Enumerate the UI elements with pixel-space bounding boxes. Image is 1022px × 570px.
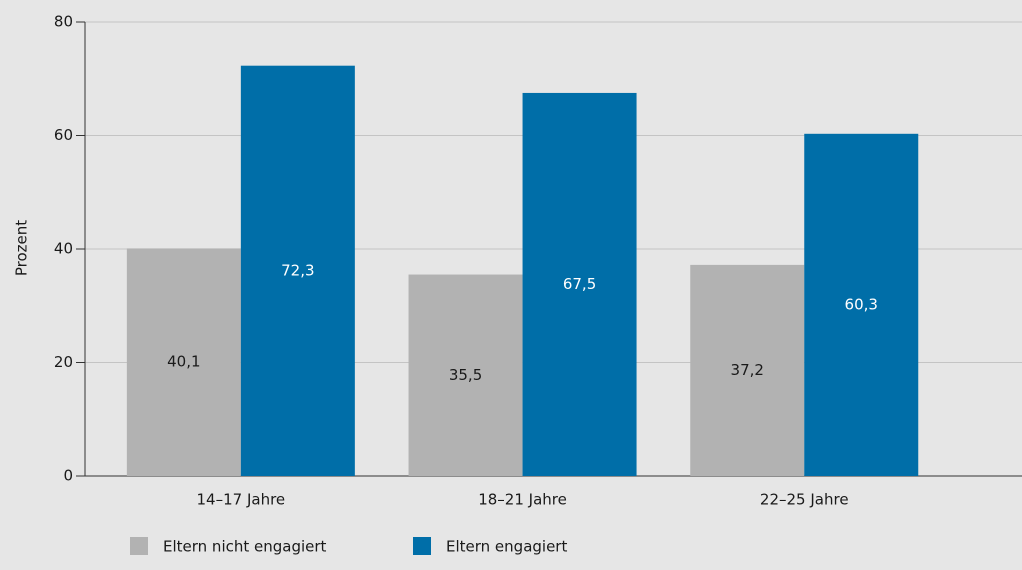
bar	[240, 65, 355, 476]
value-label: 60,3	[845, 295, 878, 313]
y-tick-label: 0	[63, 467, 73, 485]
y-axis-label: Prozent	[13, 220, 31, 276]
legend-swatch	[413, 537, 431, 555]
value-label: 40,1	[167, 353, 200, 371]
y-tick-label: 60	[54, 126, 73, 144]
y-tick-label: 20	[54, 353, 73, 371]
x-tick-label: 22–25 Jahre	[760, 491, 849, 509]
value-label: 72,3	[281, 261, 314, 279]
value-label: 35,5	[449, 366, 482, 384]
value-label: 37,2	[731, 361, 764, 379]
legend-label: Eltern engagiert	[446, 538, 567, 556]
bar	[690, 264, 805, 476]
bar	[408, 274, 523, 476]
x-tick-label: 14–17 Jahre	[197, 491, 286, 509]
bar	[804, 133, 919, 477]
legend-swatch	[130, 537, 148, 555]
y-tick-label: 40	[54, 240, 73, 258]
bar	[126, 248, 241, 476]
bar	[522, 92, 637, 476]
legend-label: Eltern nicht engagiert	[163, 538, 327, 556]
x-tick-label: 18–21 Jahre	[478, 491, 567, 509]
value-label: 67,5	[563, 275, 596, 293]
y-tick-label: 80	[54, 13, 73, 31]
